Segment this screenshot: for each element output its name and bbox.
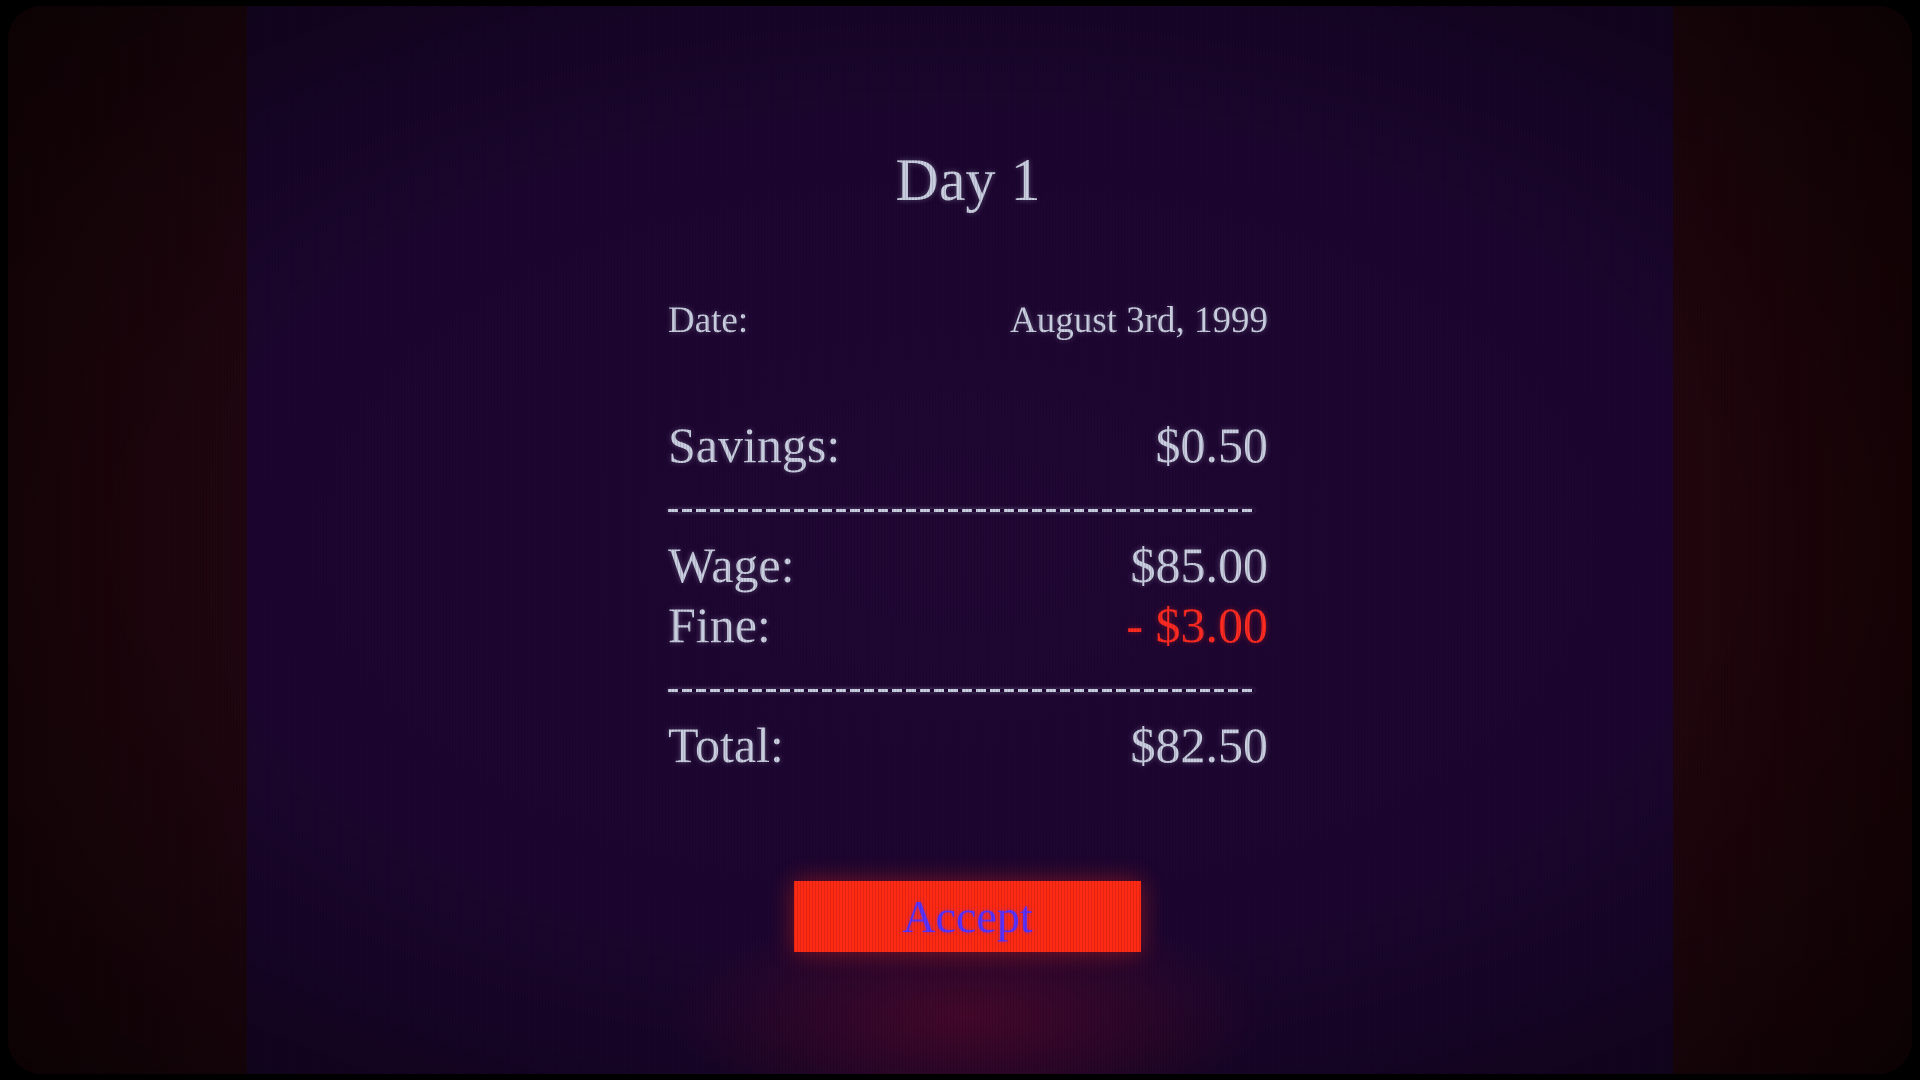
savings-value: $0.50 xyxy=(1155,417,1269,473)
separator-line xyxy=(668,689,1254,692)
total-value: $82.50 xyxy=(1130,717,1269,773)
fine-label: Fine: xyxy=(668,597,771,653)
total-label: Total: xyxy=(668,717,784,773)
date-value: August 3rd, 1999 xyxy=(1010,300,1268,341)
fine-value: - $3.00 xyxy=(1126,597,1268,653)
wage-value: $85.00 xyxy=(1130,537,1269,593)
day-title: Day 1 xyxy=(895,147,1041,213)
date-label: Date: xyxy=(668,300,749,341)
accept-button[interactable]: Accept xyxy=(794,881,1141,952)
game-screen: Day 1 Date: August 3rd, 1999 Savings: $0… xyxy=(8,6,1912,1074)
savings-label: Savings: xyxy=(668,417,841,473)
wage-label: Wage: xyxy=(668,537,795,593)
separator-line xyxy=(668,509,1254,512)
